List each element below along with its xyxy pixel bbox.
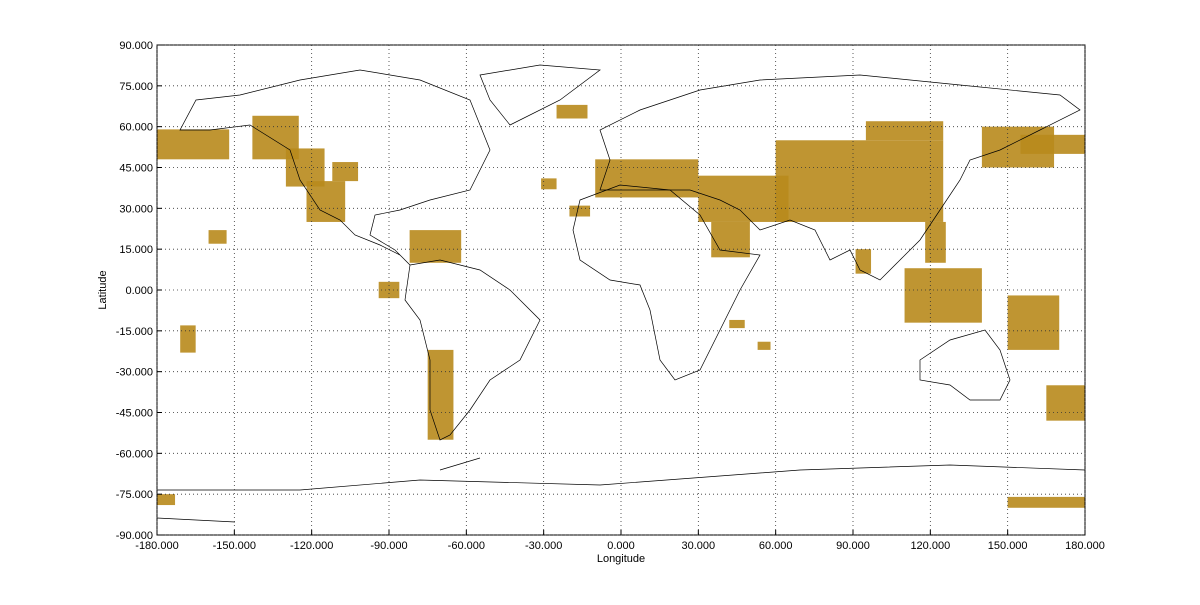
region (775, 140, 944, 222)
coastline (599, 74, 1081, 281)
y-tick-label: 0.000 (125, 285, 153, 297)
y-tick-label: 30.000 (119, 203, 153, 215)
y-tick-label: -15.000 (116, 326, 153, 338)
region (409, 230, 462, 263)
region (698, 175, 789, 222)
region (925, 221, 946, 263)
region (208, 230, 227, 244)
region (157, 494, 176, 506)
x-tick-label: 0.000 (607, 540, 635, 552)
y-tick-label: -75.000 (116, 489, 153, 501)
y-tick-label: 45.000 (119, 163, 153, 175)
coastline (572, 184, 761, 381)
y-tick-label: 75.000 (119, 81, 153, 93)
x-tick-label: -150.000 (213, 540, 256, 552)
x-tick-label: -180.000 (135, 540, 178, 552)
coastlines (156, 64, 1086, 523)
coastline (179, 69, 491, 266)
x-tick-label: -120.000 (290, 540, 333, 552)
regions (157, 104, 1085, 508)
region (541, 178, 557, 190)
coastline (156, 457, 1086, 523)
x-tick-label: -90.000 (370, 540, 407, 552)
y-axis-label: Latitude (97, 270, 109, 309)
coastline (479, 64, 601, 126)
region (306, 181, 346, 222)
x-tick-label: 150.000 (988, 540, 1028, 552)
y-tick-label: -90.000 (116, 530, 153, 542)
region (332, 162, 359, 182)
region (1020, 134, 1085, 154)
region (595, 159, 699, 198)
region (1007, 496, 1085, 508)
x-tick-label: 180.000 (1065, 540, 1105, 552)
coastline (919, 329, 1011, 401)
region (157, 129, 230, 160)
region (711, 221, 750, 258)
x-tick-label: -30.000 (525, 540, 562, 552)
y-tick-label: -60.000 (116, 448, 153, 460)
x-tick-label: 60.000 (759, 540, 793, 552)
region (556, 104, 588, 119)
x-tick-label: 90.000 (836, 540, 870, 552)
x-tick-label: 30.000 (682, 540, 716, 552)
region (1007, 295, 1060, 350)
region (855, 249, 872, 274)
y-tick-label: 15.000 (119, 244, 153, 256)
x-tick-label: -60.000 (448, 540, 485, 552)
y-tick-label: -30.000 (116, 367, 153, 379)
y-tick-label: -45.000 (116, 408, 153, 420)
region (729, 319, 745, 329)
region (757, 341, 771, 350)
x-tick-label: 120.000 (910, 540, 950, 552)
region (569, 205, 591, 217)
region (865, 121, 944, 141)
region (427, 349, 454, 440)
x-axis-label: Longitude (597, 553, 645, 565)
coastline (404, 259, 541, 441)
y-tick-label: 90.000 (119, 40, 153, 52)
region (1046, 385, 1085, 421)
region (904, 268, 982, 323)
region (180, 325, 196, 353)
y-tick-label: 60.000 (119, 122, 153, 134)
